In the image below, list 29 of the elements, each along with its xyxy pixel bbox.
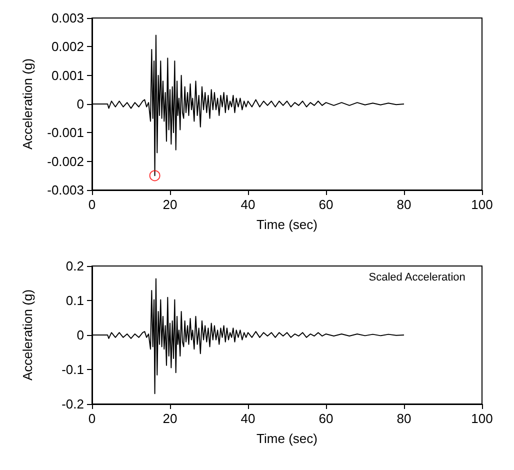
x-tick-label: 80 bbox=[396, 197, 412, 212]
x-tick-label: 40 bbox=[240, 197, 256, 212]
x-axis-title: Time (sec) bbox=[256, 431, 318, 446]
y-axis-title: Acceleration (g) bbox=[20, 289, 35, 381]
y-tick-label: 0.002 bbox=[51, 39, 84, 54]
y-tick-label: 0 bbox=[76, 328, 84, 342]
x-tick-label: 20 bbox=[162, 411, 178, 426]
y-tick-label: -0.001 bbox=[47, 125, 84, 140]
x-tick-label: 60 bbox=[318, 197, 334, 212]
x-tick-label: 0 bbox=[88, 197, 96, 212]
y-tick-label: 0.2 bbox=[66, 258, 84, 274]
x-axis-title: Time (sec) bbox=[256, 217, 318, 232]
y-tick-label: -0.1 bbox=[62, 362, 84, 377]
y-tick-label: 0.1 bbox=[66, 293, 84, 308]
x-tick-label: 0 bbox=[88, 411, 96, 426]
y-axis-title: Acceleration (g) bbox=[20, 58, 35, 150]
y-tick-label: 0.003 bbox=[51, 10, 84, 26]
annotation: Scaled Acceleration bbox=[368, 272, 466, 284]
y-tick-label: -0.002 bbox=[47, 154, 84, 169]
x-tick-label: 100 bbox=[471, 411, 493, 426]
x-tick-label: 40 bbox=[240, 411, 256, 426]
y-tick-label: -0.2 bbox=[62, 396, 84, 412]
x-tick-label: 80 bbox=[396, 411, 412, 426]
x-tick-label: 60 bbox=[318, 411, 334, 426]
x-tick-label: 100 bbox=[471, 197, 493, 212]
y-tick-label: -0.003 bbox=[47, 182, 84, 198]
x-tick-label: 20 bbox=[162, 197, 178, 212]
y-tick-label: 0 bbox=[76, 96, 84, 112]
y-tick-label: 0.001 bbox=[51, 68, 84, 83]
